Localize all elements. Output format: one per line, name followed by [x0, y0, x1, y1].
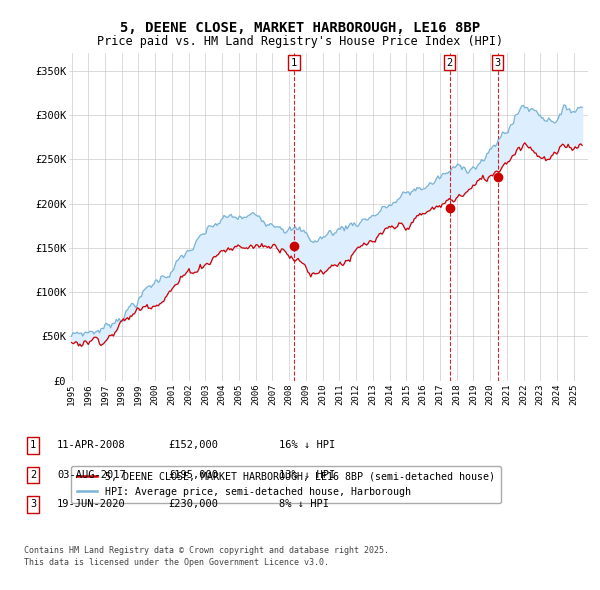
Text: 2: 2 — [446, 58, 453, 67]
Text: Contains HM Land Registry data © Crown copyright and database right 2025.: Contains HM Land Registry data © Crown c… — [24, 546, 389, 555]
Text: 1: 1 — [291, 58, 297, 67]
Text: 1: 1 — [30, 441, 36, 450]
Text: This data is licensed under the Open Government Licence v3.0.: This data is licensed under the Open Gov… — [24, 558, 329, 567]
Text: 13% ↓ HPI: 13% ↓ HPI — [279, 470, 335, 480]
Text: 5, DEENE CLOSE, MARKET HARBOROUGH, LE16 8BP: 5, DEENE CLOSE, MARKET HARBOROUGH, LE16 … — [120, 21, 480, 35]
Text: 16% ↓ HPI: 16% ↓ HPI — [279, 441, 335, 450]
Legend: 5, DEENE CLOSE, MARKET HARBOROUGH, LE16 8BP (semi-detached house), HPI: Average : 5, DEENE CLOSE, MARKET HARBOROUGH, LE16 … — [71, 466, 502, 503]
Text: £152,000: £152,000 — [168, 441, 218, 450]
Text: 2: 2 — [30, 470, 36, 480]
Text: £195,000: £195,000 — [168, 470, 218, 480]
Text: 3: 3 — [494, 58, 501, 67]
Text: £230,000: £230,000 — [168, 500, 218, 509]
Text: 11-APR-2008: 11-APR-2008 — [57, 441, 126, 450]
Text: 19-JUN-2020: 19-JUN-2020 — [57, 500, 126, 509]
Text: Price paid vs. HM Land Registry's House Price Index (HPI): Price paid vs. HM Land Registry's House … — [97, 35, 503, 48]
Text: 3: 3 — [30, 500, 36, 509]
Text: 8% ↓ HPI: 8% ↓ HPI — [279, 500, 329, 509]
Text: 03-AUG-2017: 03-AUG-2017 — [57, 470, 126, 480]
